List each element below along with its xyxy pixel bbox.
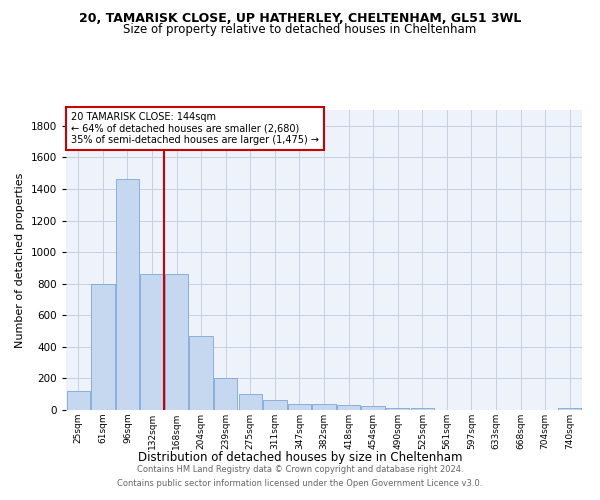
Bar: [190, 336, 213, 410]
Bar: [337, 406, 360, 410]
Bar: [386, 408, 409, 410]
Bar: [91, 284, 115, 410]
Bar: [165, 274, 188, 410]
Text: Contains HM Land Registry data © Crown copyright and database right 2024.
Contai: Contains HM Land Registry data © Crown c…: [118, 466, 482, 487]
Bar: [239, 394, 262, 410]
Text: 20 TAMARISK CLOSE: 144sqm
← 64% of detached houses are smaller (2,680)
35% of se: 20 TAMARISK CLOSE: 144sqm ← 64% of detac…: [71, 112, 319, 144]
Text: Distribution of detached houses by size in Cheltenham: Distribution of detached houses by size …: [138, 451, 462, 464]
Bar: [361, 406, 385, 410]
Bar: [116, 180, 139, 410]
Bar: [288, 404, 311, 410]
Bar: [313, 404, 335, 410]
Bar: [140, 274, 164, 410]
Y-axis label: Number of detached properties: Number of detached properties: [15, 172, 25, 348]
Bar: [214, 378, 238, 410]
Text: Size of property relative to detached houses in Cheltenham: Size of property relative to detached ho…: [124, 22, 476, 36]
Bar: [263, 400, 287, 410]
Bar: [67, 391, 90, 410]
Bar: [410, 408, 434, 410]
Bar: [558, 408, 581, 410]
Text: 20, TAMARISK CLOSE, UP HATHERLEY, CHELTENHAM, GL51 3WL: 20, TAMARISK CLOSE, UP HATHERLEY, CHELTE…: [79, 12, 521, 26]
